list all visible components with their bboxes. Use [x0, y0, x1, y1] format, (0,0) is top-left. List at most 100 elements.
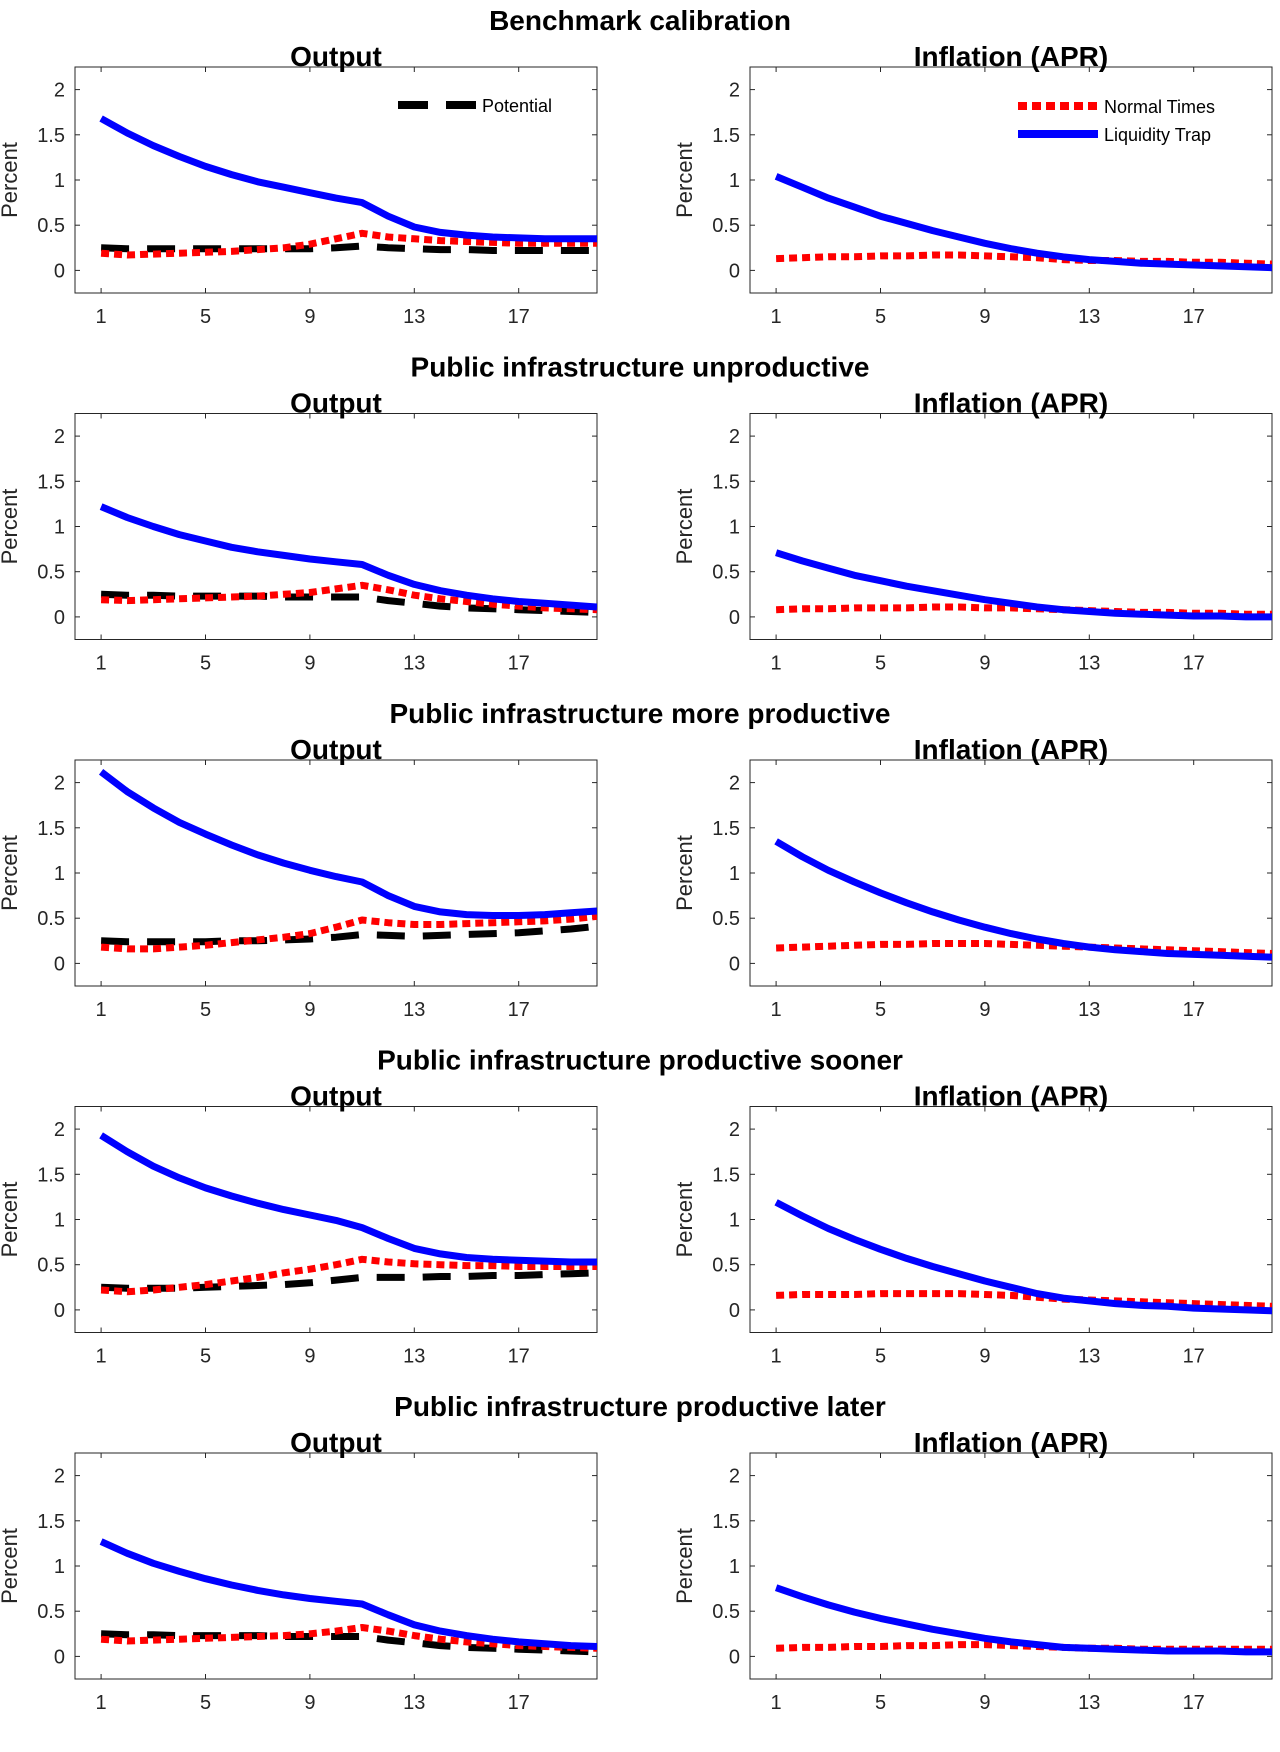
x-tick-label: 5 [875, 999, 886, 1021]
legend-output: Potential [398, 96, 552, 116]
output-panel: 1 5 9 13 17 0 0.5 1 1.5 2 Percent Output [0, 1427, 598, 1714]
x-tick-label: 13 [403, 306, 425, 328]
panel-title: Inflation (APR) [914, 388, 1108, 419]
series-group [774, 1584, 1272, 1656]
y-tick-label: 1.5 [37, 1164, 65, 1186]
x-tick-label: 13 [1078, 306, 1100, 328]
series-line-potential [100, 922, 597, 946]
x-tick-label: 9 [304, 999, 315, 1021]
x-tick-label: 5 [200, 999, 211, 1021]
x-tick-label: 9 [304, 306, 315, 328]
series-line-liquidity-trap [99, 115, 597, 243]
panel-title: Output [290, 388, 382, 419]
y-tick-label: 0.5 [712, 1601, 740, 1623]
series-line-liquidity-trap [774, 1199, 1272, 1315]
series-line-liquidity-trap [99, 1538, 597, 1650]
series-line-liquidity-trap [775, 549, 1272, 621]
y-tick-label: 0 [54, 607, 65, 629]
series-line-liquidity-trap [99, 1132, 597, 1266]
y-tick-label: 1 [54, 517, 65, 539]
y-tick-label: 1.5 [712, 818, 740, 840]
x-tick-label: 13 [1078, 1692, 1100, 1714]
y-tick-label: 0 [729, 260, 740, 282]
x-tick-label: 5 [200, 1346, 211, 1368]
series-group [99, 1538, 597, 1656]
x-tick-label: 17 [508, 306, 530, 328]
row-1: Benchmark calibration 1 5 9 13 17 0 0.5 1 1.5 2 Per… [0, 5, 1273, 328]
y-tick-label: 2 [729, 1119, 740, 1141]
series-group [99, 1132, 597, 1296]
y-axis-label: Percent [672, 835, 697, 911]
y-tick-label: 0 [729, 1300, 740, 1322]
panel-title: Output [290, 1427, 382, 1458]
x-tick-label: 9 [304, 653, 315, 675]
y-tick-label: 1 [729, 170, 740, 192]
x-tick-label: 5 [875, 653, 886, 675]
series-line-liquidity-trap [774, 838, 1272, 961]
x-tick-label: 5 [875, 306, 886, 328]
y-tick-label: 1 [729, 863, 740, 885]
x-tick-label: 5 [200, 1692, 211, 1714]
y-axis-label: Percent [0, 835, 22, 911]
y-tick-label: 0 [54, 1646, 65, 1668]
series-line-normal-times [100, 1624, 597, 1652]
y-tick-label: 2 [729, 426, 740, 448]
y-tick-label: 1 [54, 1556, 65, 1578]
series-line-normal-times [100, 912, 597, 953]
y-tick-label: 0 [54, 260, 65, 282]
y-tick-label: 0.5 [37, 562, 65, 584]
y-tick-label: 0.5 [712, 562, 740, 584]
row-title: Benchmark calibration [489, 5, 791, 36]
series-line-potential [100, 1630, 597, 1656]
y-tick-label: 2 [54, 80, 65, 102]
y-tick-label: 1 [54, 170, 65, 192]
y-tick-label: 1 [54, 863, 65, 885]
series-group [774, 1199, 1272, 1315]
y-tick-label: 1 [54, 1210, 65, 1232]
x-tick-label: 13 [1078, 653, 1100, 675]
x-tick-label: 17 [508, 653, 530, 675]
series-line-potential [100, 590, 597, 616]
x-tick-label: 5 [875, 1692, 886, 1714]
x-tick-label: 9 [979, 653, 990, 675]
x-tick-label: 17 [1183, 653, 1205, 675]
y-tick-label: 1.5 [37, 818, 65, 840]
y-tick-label: 1 [729, 517, 740, 539]
y-tick-label: 0 [729, 1646, 740, 1668]
y-tick-label: 0 [729, 607, 740, 629]
output-panel: 1 5 9 13 17 0 0.5 1 1.5 2 Percent Output [0, 734, 598, 1021]
output-panel: 1 5 9 13 17 0 0.5 1 1.5 2 Percent Output Potential [0, 41, 598, 328]
x-tick-label: 9 [304, 1346, 315, 1368]
y-tick-label: 2 [54, 1466, 65, 1488]
x-tick-label: 5 [875, 1346, 886, 1368]
row-title: Public infrastructure unproductive [411, 352, 870, 383]
row-title: Public infrastructure productive sooner [377, 1045, 903, 1076]
x-tick-label: 13 [1078, 1346, 1100, 1368]
y-tick-label: 2 [54, 1119, 65, 1141]
axes-frame [74, 66, 598, 294]
series-group [775, 549, 1272, 621]
row-4: Public infrastructure productive sooner 1… [0, 1045, 1273, 1368]
series-line-liquidity-trap [774, 1584, 1272, 1656]
x-tick-label: 17 [508, 999, 530, 1021]
y-tick-label: 2 [729, 773, 740, 795]
y-tick-label: 1.5 [37, 1511, 65, 1533]
series-group [774, 173, 1272, 272]
panel-title: Output [290, 1081, 382, 1112]
y-tick-label: 1 [729, 1556, 740, 1578]
legend-label-liquidity-trap: Liquidity Trap [1104, 125, 1211, 145]
x-tick-label: 9 [304, 1692, 315, 1714]
y-axis-label: Percent [0, 1182, 22, 1258]
row-3: Public infrastructure more productive 1 5 9… [0, 698, 1273, 1021]
y-axis-label: Percent [672, 489, 697, 565]
series-line-normal-times [100, 581, 597, 614]
panel-title: Inflation (APR) [914, 1427, 1108, 1458]
x-tick-label: 17 [508, 1692, 530, 1714]
x-tick-label: 9 [979, 1346, 990, 1368]
inflation-panel: 1 5 9 13 17 0 0.5 1 1.5 2 Percent Inflation (APR) [672, 1427, 1273, 1714]
x-tick-label: 1 [96, 1346, 107, 1368]
series-line-potential [100, 1269, 597, 1292]
y-tick-label: 0.5 [712, 215, 740, 237]
x-tick-label: 5 [200, 306, 211, 328]
y-axis-label: Percent [0, 142, 22, 218]
